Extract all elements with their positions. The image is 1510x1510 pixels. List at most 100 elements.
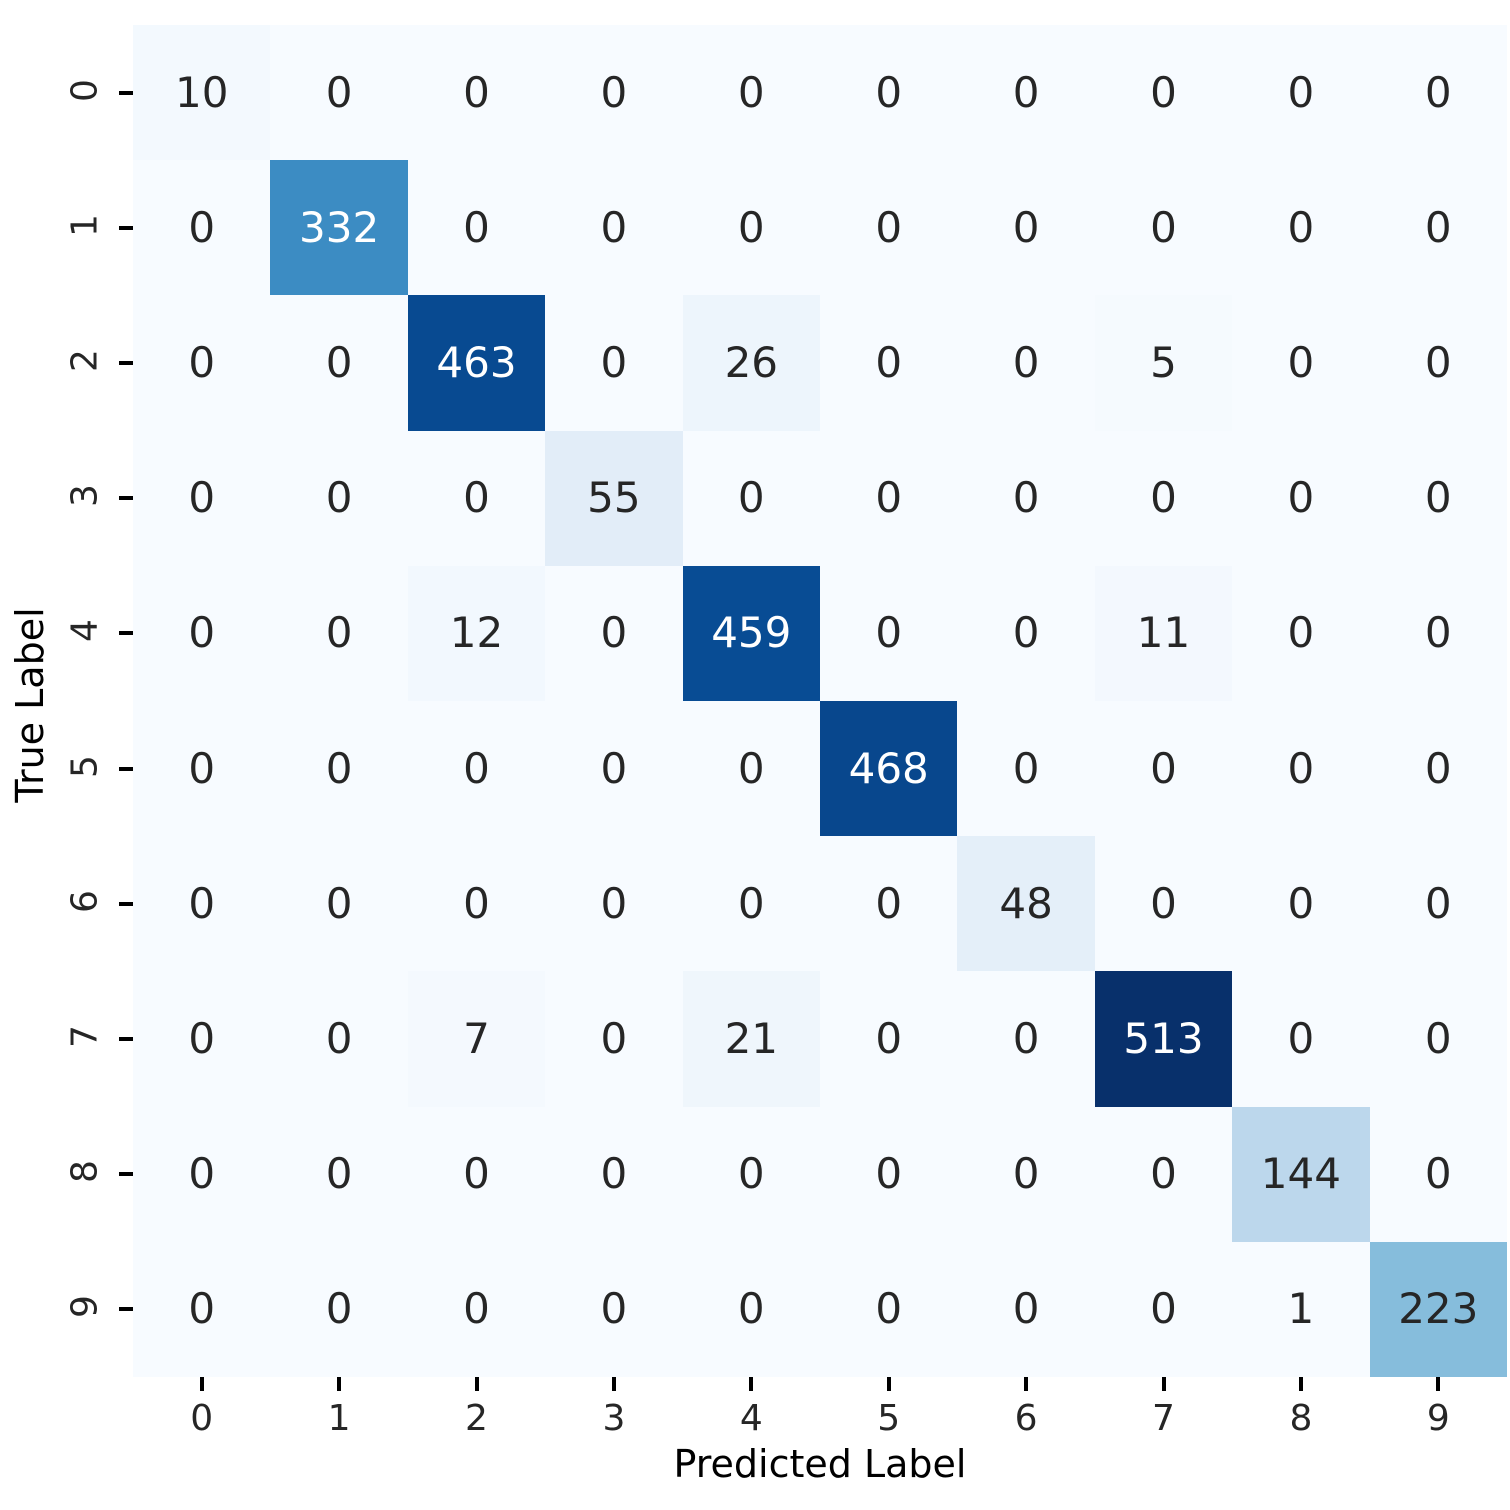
y-tick-label-8: 8 xyxy=(64,1160,106,1184)
heatmap-cell-r6c2: 0 xyxy=(407,836,546,972)
heatmap-cell-r3c9: 0 xyxy=(1369,430,1507,566)
heatmap-cell-r3c1: 0 xyxy=(270,430,408,566)
heatmap-cell-r8c6: 0 xyxy=(957,1106,1095,1242)
heatmap-cell-r1c1: 332 xyxy=(270,160,408,296)
y-tick-mark xyxy=(119,1307,133,1312)
heatmap-cell-r3c3: 55 xyxy=(545,430,683,566)
heatmap-cell-r5c8: 0 xyxy=(1232,700,1370,837)
heatmap-cell-r7c5: 0 xyxy=(819,971,958,1107)
y-tick-label-1: 1 xyxy=(64,213,106,237)
heatmap-cell-r8c0: 0 xyxy=(133,1106,271,1242)
heatmap-cell-r4c7: 11 xyxy=(1094,565,1233,701)
heatmap-cell-r2c9: 0 xyxy=(1369,295,1507,431)
x-tick-label-8: 8 xyxy=(1289,1398,1313,1439)
heatmap-cell-r7c8: 0 xyxy=(1232,971,1370,1107)
x-tick-mark xyxy=(1024,1377,1029,1391)
heatmap-cell-r0c0: 10 xyxy=(133,25,271,161)
heatmap-cell-r6c4: 0 xyxy=(682,836,820,972)
heatmap-cell-r8c8: 144 xyxy=(1232,1106,1370,1242)
x-tick-label-1: 1 xyxy=(327,1398,351,1439)
heatmap-cell-r2c6: 0 xyxy=(957,295,1095,431)
heatmap-cell-r8c5: 0 xyxy=(819,1106,958,1242)
heatmap-cell-r7c1: 0 xyxy=(270,971,408,1107)
y-tick-mark xyxy=(119,631,133,636)
heatmap-cell-r1c9: 0 xyxy=(1369,160,1507,296)
heatmap-cell-r2c7: 5 xyxy=(1094,295,1233,431)
y-tick-label-4: 4 xyxy=(64,619,106,643)
y-axis-title: True Label xyxy=(8,607,52,803)
heatmap-cell-r3c6: 0 xyxy=(957,430,1095,566)
heatmap-cell-r0c1: 0 xyxy=(270,25,408,161)
heatmap-cell-r9c9: 223 xyxy=(1369,1241,1507,1377)
x-tick-label-5: 5 xyxy=(877,1398,901,1439)
heatmap-cell-r6c6: 48 xyxy=(957,836,1095,972)
heatmap-cell-r7c4: 21 xyxy=(682,971,820,1107)
heatmap-cell-r0c2: 0 xyxy=(407,25,546,161)
heatmap-cell-r5c6: 0 xyxy=(957,700,1095,837)
heatmap-cell-r4c1: 0 xyxy=(270,565,408,701)
y-tick-mark xyxy=(119,1172,133,1177)
heatmap-cell-r0c5: 0 xyxy=(819,25,958,161)
heatmap-cell-r7c2: 7 xyxy=(407,971,546,1107)
x-tick-mark xyxy=(474,1377,479,1391)
heatmap-cell-r5c5: 468 xyxy=(819,700,958,837)
heatmap-cell-r1c0: 0 xyxy=(133,160,271,296)
x-tick-mark xyxy=(1161,1377,1166,1391)
x-tick-mark xyxy=(886,1377,891,1391)
heatmap-cell-r9c3: 0 xyxy=(545,1241,683,1377)
heatmap-cell-r2c2: 463 xyxy=(407,295,546,431)
heatmap-cell-r0c9: 0 xyxy=(1369,25,1507,161)
y-tick-mark xyxy=(119,90,133,95)
heatmap-cell-r1c6: 0 xyxy=(957,160,1095,296)
x-tick-mark xyxy=(1436,1377,1441,1391)
heatmap-cell-r6c8: 0 xyxy=(1232,836,1370,972)
heatmap-cell-r2c3: 0 xyxy=(545,295,683,431)
y-tick-mark xyxy=(119,496,133,501)
x-tick-label-2: 2 xyxy=(465,1398,488,1439)
heatmap-cell-r2c0: 0 xyxy=(133,295,271,431)
heatmap-cell-r8c3: 0 xyxy=(545,1106,683,1242)
x-tick-mark xyxy=(749,1377,754,1391)
x-tick-mark xyxy=(199,1377,204,1391)
heatmap-cell-r2c1: 0 xyxy=(270,295,408,431)
heatmap-cell-r4c8: 0 xyxy=(1232,565,1370,701)
y-tick-label-6: 6 xyxy=(64,889,106,913)
heatmap-cell-r9c4: 0 xyxy=(682,1241,820,1377)
heatmap-cell-r6c0: 0 xyxy=(133,836,271,972)
heatmap-cell-r9c6: 0 xyxy=(957,1241,1095,1377)
heatmap-cell-r5c2: 0 xyxy=(407,700,546,837)
x-tick-label-3: 3 xyxy=(602,1398,626,1439)
heatmap-cell-r4c0: 0 xyxy=(133,565,271,701)
heatmap-cell-r8c1: 0 xyxy=(270,1106,408,1242)
heatmap-cell-r9c7: 0 xyxy=(1094,1241,1233,1377)
x-tick-label-0: 0 xyxy=(190,1398,214,1439)
heatmap-cell-r5c9: 0 xyxy=(1369,700,1507,837)
heatmap-cell-r2c4: 26 xyxy=(682,295,820,431)
heatmap-cell-r9c5: 0 xyxy=(819,1241,958,1377)
heatmap-cell-r4c6: 0 xyxy=(957,565,1095,701)
x-tick-label-7: 7 xyxy=(1152,1398,1175,1439)
heatmap-cell-r6c3: 0 xyxy=(545,836,683,972)
y-tick-label-7: 7 xyxy=(64,1025,106,1048)
heatmap-cell-r9c1: 0 xyxy=(270,1241,408,1377)
heatmap-cell-r7c6: 0 xyxy=(957,971,1095,1107)
heatmap-cell-r9c8: 1 xyxy=(1232,1241,1370,1377)
heatmap-cell-r5c4: 0 xyxy=(682,700,820,837)
y-tick-mark xyxy=(119,901,133,906)
x-axis-title: Predicted Label xyxy=(673,1442,967,1486)
heatmap-cell-r5c3: 0 xyxy=(545,700,683,837)
heatmap-cell-r4c9: 0 xyxy=(1369,565,1507,701)
heatmap-cell-r5c0: 0 xyxy=(133,700,271,837)
heatmap-cell-r1c3: 0 xyxy=(545,160,683,296)
heatmap-cell-r7c3: 0 xyxy=(545,971,683,1107)
heatmap-cell-r8c4: 0 xyxy=(682,1106,820,1242)
heatmap-cell-r7c0: 0 xyxy=(133,971,271,1107)
heatmap-cell-r1c8: 0 xyxy=(1232,160,1370,296)
heatmap-cell-r8c2: 0 xyxy=(407,1106,546,1242)
y-tick-label-9: 9 xyxy=(64,1295,106,1319)
heatmap-cell-r8c7: 0 xyxy=(1094,1106,1233,1242)
heatmap-cell-r3c5: 0 xyxy=(819,430,958,566)
y-tick-label-2: 2 xyxy=(64,349,106,372)
heatmap-grid: 10 0 0 0 0 0 0 0 0 0 0 332 0 0 0 0 0 0 0 0 0 0 463 0 26 0 0 5 0 0 0 0 0 5… xyxy=(133,25,1507,1377)
